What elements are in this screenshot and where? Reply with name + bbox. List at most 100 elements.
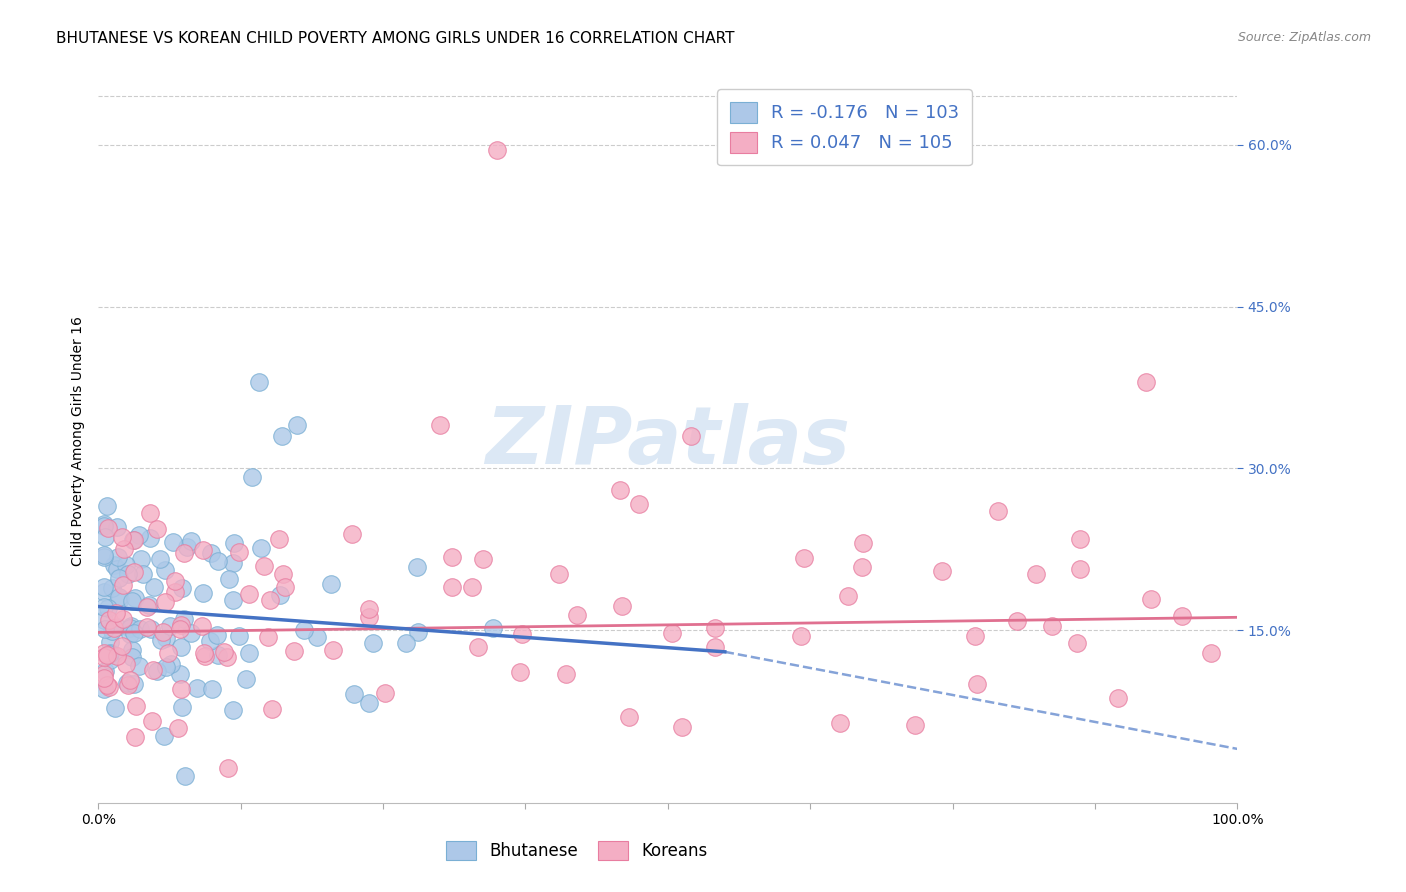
Point xyxy=(107,590,129,604)
Point xyxy=(155,660,177,674)
Point xyxy=(121,619,143,633)
Point xyxy=(93,646,115,660)
Point xyxy=(201,682,224,697)
Point xyxy=(103,621,125,635)
Point xyxy=(217,761,239,775)
Point xyxy=(441,580,464,594)
Point xyxy=(441,550,464,565)
Point xyxy=(105,607,128,621)
Point xyxy=(167,721,190,735)
Point xyxy=(510,627,533,641)
Point xyxy=(319,576,342,591)
Point xyxy=(124,699,146,714)
Point xyxy=(103,648,125,663)
Point xyxy=(222,592,245,607)
Point xyxy=(359,609,381,624)
Point xyxy=(93,672,115,686)
Point xyxy=(107,571,129,585)
Point xyxy=(97,613,120,627)
Point xyxy=(101,581,124,595)
Point xyxy=(193,646,215,660)
Point xyxy=(96,678,118,692)
Point xyxy=(256,630,278,644)
Point xyxy=(228,545,250,559)
Point xyxy=(108,592,131,607)
Point xyxy=(111,611,134,625)
Point xyxy=(292,624,315,638)
Point xyxy=(169,666,191,681)
Point xyxy=(852,536,875,550)
Point xyxy=(132,567,155,582)
Text: BHUTANESE VS KOREAN CHILD POVERTY AMONG GIRLS UNDER 16 CORRELATION CHART: BHUTANESE VS KOREAN CHILD POVERTY AMONG … xyxy=(56,31,735,46)
Point xyxy=(173,612,195,626)
Point xyxy=(1107,691,1129,706)
Point xyxy=(97,600,120,615)
Point xyxy=(222,703,245,717)
Point xyxy=(94,622,117,636)
Point xyxy=(547,566,569,581)
Point xyxy=(93,650,115,665)
Point xyxy=(153,729,176,743)
Point xyxy=(359,602,381,616)
Point xyxy=(157,646,180,660)
Point xyxy=(186,681,208,696)
Point xyxy=(703,621,725,635)
Point xyxy=(405,560,427,574)
Point xyxy=(103,558,125,572)
Point xyxy=(238,646,260,660)
Point xyxy=(121,533,143,547)
Point xyxy=(124,731,146,745)
Point xyxy=(117,566,139,581)
Point xyxy=(170,699,193,714)
Point xyxy=(851,560,873,574)
Point xyxy=(218,572,240,586)
Point xyxy=(141,622,163,636)
Point xyxy=(235,673,257,687)
Point xyxy=(162,534,184,549)
Point xyxy=(93,580,115,594)
Point xyxy=(1069,562,1091,576)
Point xyxy=(122,676,145,690)
Point xyxy=(93,681,115,696)
Point xyxy=(260,702,283,716)
Point xyxy=(97,521,120,535)
Point xyxy=(105,520,128,534)
Point xyxy=(139,531,162,545)
Point xyxy=(1171,609,1194,624)
Point xyxy=(122,533,145,547)
Point xyxy=(207,554,229,568)
Point xyxy=(193,585,215,599)
Point xyxy=(138,598,160,612)
Point xyxy=(145,664,167,678)
Point xyxy=(124,626,146,640)
Point xyxy=(111,578,134,592)
Point xyxy=(93,613,115,627)
Point xyxy=(965,629,987,643)
Point xyxy=(145,522,167,536)
Point xyxy=(193,649,215,664)
Point xyxy=(224,535,246,549)
Point xyxy=(931,565,953,579)
Point xyxy=(93,666,115,681)
Legend: Bhutanese, Koreans: Bhutanese, Koreans xyxy=(439,834,714,867)
Point xyxy=(93,599,115,614)
Point xyxy=(142,580,165,594)
Point xyxy=(96,648,118,663)
Point xyxy=(565,608,588,623)
Point xyxy=(273,580,295,594)
Point xyxy=(173,546,195,560)
Point xyxy=(129,551,152,566)
Point xyxy=(283,644,305,658)
Point xyxy=(1066,636,1088,650)
Point xyxy=(837,589,859,603)
Point xyxy=(679,429,702,443)
Point xyxy=(152,624,174,639)
Point xyxy=(661,626,683,640)
Point xyxy=(359,696,381,710)
Point xyxy=(217,649,239,664)
Point xyxy=(1199,646,1222,660)
Point xyxy=(1135,376,1157,390)
Point xyxy=(793,550,815,565)
Point xyxy=(98,652,121,666)
Point xyxy=(170,640,193,655)
